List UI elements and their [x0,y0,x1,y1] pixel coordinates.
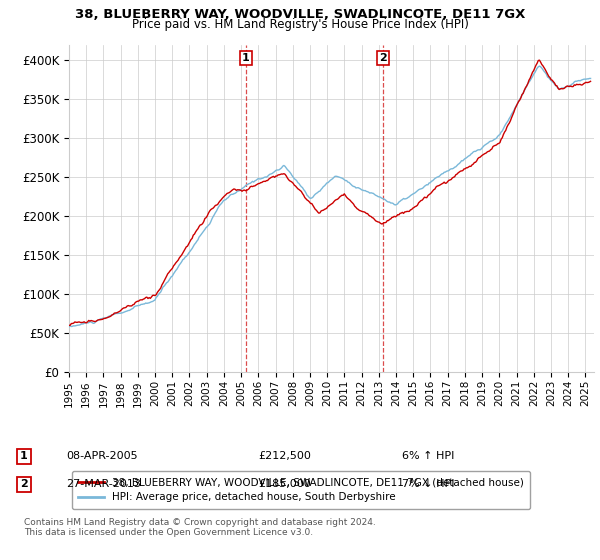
Text: Price paid vs. HM Land Registry's House Price Index (HPI): Price paid vs. HM Land Registry's House … [131,18,469,31]
Text: £185,000: £185,000 [258,479,311,489]
Text: 1: 1 [242,53,250,63]
Text: 2: 2 [379,53,386,63]
Text: 7% ↓ HPI: 7% ↓ HPI [402,479,455,489]
Text: £212,500: £212,500 [258,451,311,461]
Text: 2: 2 [20,479,28,489]
Text: 6% ↑ HPI: 6% ↑ HPI [402,451,454,461]
Text: 27-MAR-2013: 27-MAR-2013 [66,479,141,489]
Text: 08-APR-2005: 08-APR-2005 [66,451,137,461]
Text: 38, BLUEBERRY WAY, WOODVILLE, SWADLINCOTE, DE11 7GX: 38, BLUEBERRY WAY, WOODVILLE, SWADLINCOT… [75,8,525,21]
Legend: 38, BLUEBERRY WAY, WOODVILLE, SWADLINCOTE, DE11 7GX (detached house), HPI: Avera: 38, BLUEBERRY WAY, WOODVILLE, SWADLINCOT… [71,471,530,508]
Text: 1: 1 [20,451,28,461]
Text: Contains HM Land Registry data © Crown copyright and database right 2024.
This d: Contains HM Land Registry data © Crown c… [24,518,376,538]
